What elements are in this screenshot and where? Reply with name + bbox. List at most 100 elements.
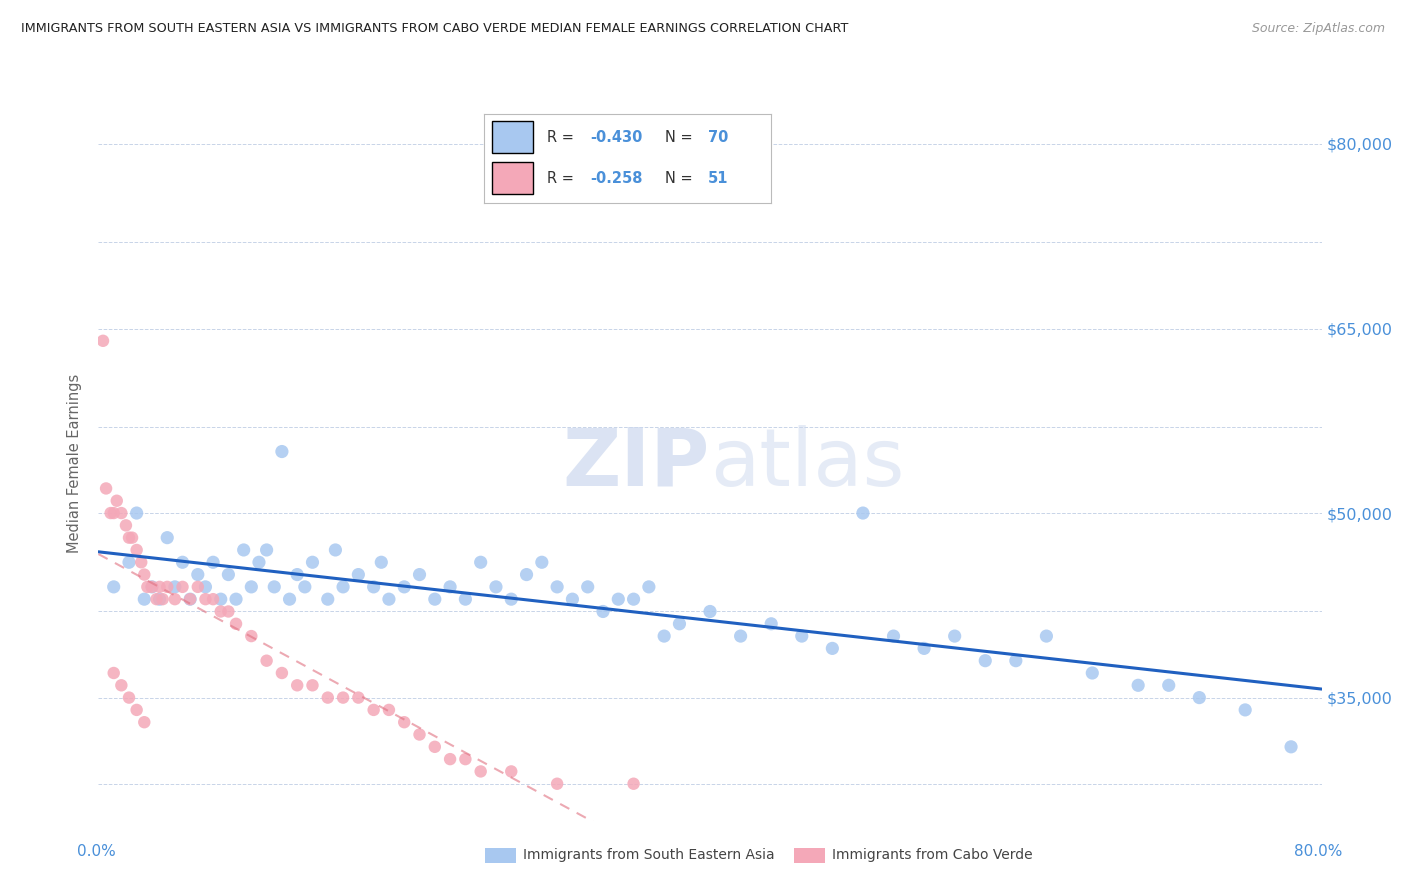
Point [423,739,446,754]
Point [623,777,645,791]
Point [187,567,209,582]
Point [408,727,430,741]
Point [141,580,163,594]
Point [301,555,323,569]
Point [638,580,661,594]
Point [370,555,392,569]
Point [883,629,905,643]
Point [202,555,225,569]
Y-axis label: Median Female Earnings: Median Female Earnings [67,375,83,553]
Text: ZIP: ZIP [562,425,710,503]
Point [363,580,385,594]
Point [516,567,538,582]
Point [363,703,385,717]
Point [1004,654,1026,668]
Point [225,616,247,631]
Point [118,690,141,705]
Point [118,555,141,569]
Point [100,506,122,520]
Point [592,605,614,619]
Point [790,629,813,643]
Point [285,678,308,692]
Point [156,580,179,594]
Text: Immigrants from South Eastern Asia: Immigrants from South Eastern Asia [523,848,775,863]
Point [1234,703,1257,717]
Point [129,555,152,569]
Point [668,616,690,631]
Point [225,592,247,607]
Point [105,493,128,508]
Point [332,580,354,594]
Point [232,543,254,558]
Point [699,605,721,619]
Point [136,580,159,594]
Point [103,506,125,520]
Point [217,567,239,582]
Point [1188,690,1211,705]
Point [103,580,125,594]
Point [141,580,163,594]
Point [378,703,401,717]
Point [149,592,172,607]
Point [110,678,132,692]
Point [332,690,354,705]
Point [240,629,263,643]
Point [501,592,523,607]
Point [392,715,416,730]
Point [270,444,294,458]
Point [1157,678,1180,692]
Point [912,641,935,656]
Point [163,580,186,594]
Point [392,580,416,594]
Text: IMMIGRANTS FROM SOUTH EASTERN ASIA VS IMMIGRANTS FROM CABO VERDE MEDIAN FEMALE E: IMMIGRANTS FROM SOUTH EASTERN ASIA VS IM… [21,22,848,36]
Point [179,592,201,607]
Point [316,592,339,607]
Point [316,690,339,705]
Point [439,752,461,766]
Point [118,531,141,545]
Point [347,690,370,705]
Point [470,555,492,569]
Point [247,555,270,569]
Point [347,567,370,582]
Point [134,715,156,730]
Text: Source: ZipAtlas.com: Source: ZipAtlas.com [1251,22,1385,36]
Point [103,665,125,680]
Point [240,580,263,594]
Point [561,592,583,607]
Point [1081,665,1104,680]
Point [501,764,523,779]
Point [125,703,148,717]
Point [530,555,553,569]
Point [94,482,117,496]
Point [1279,739,1302,754]
Point [623,592,645,607]
Point [194,580,217,594]
Point [730,629,752,643]
Point [125,506,148,520]
Point [454,592,477,607]
Point [408,567,430,582]
Point [121,531,143,545]
Text: 0.0%: 0.0% [77,845,117,859]
Point [485,580,508,594]
Point [852,506,875,520]
Point [378,592,401,607]
Point [110,506,132,520]
Point [256,543,278,558]
Point [423,592,446,607]
Point [301,678,323,692]
Point [179,592,201,607]
Point [172,580,194,594]
Point [209,605,232,619]
Point [217,605,239,619]
Point [270,665,294,680]
Point [202,592,225,607]
Point [263,580,285,594]
Point [821,641,844,656]
Point [974,654,997,668]
Point [285,567,308,582]
Point [134,592,156,607]
Point [149,580,172,594]
Point [194,592,217,607]
